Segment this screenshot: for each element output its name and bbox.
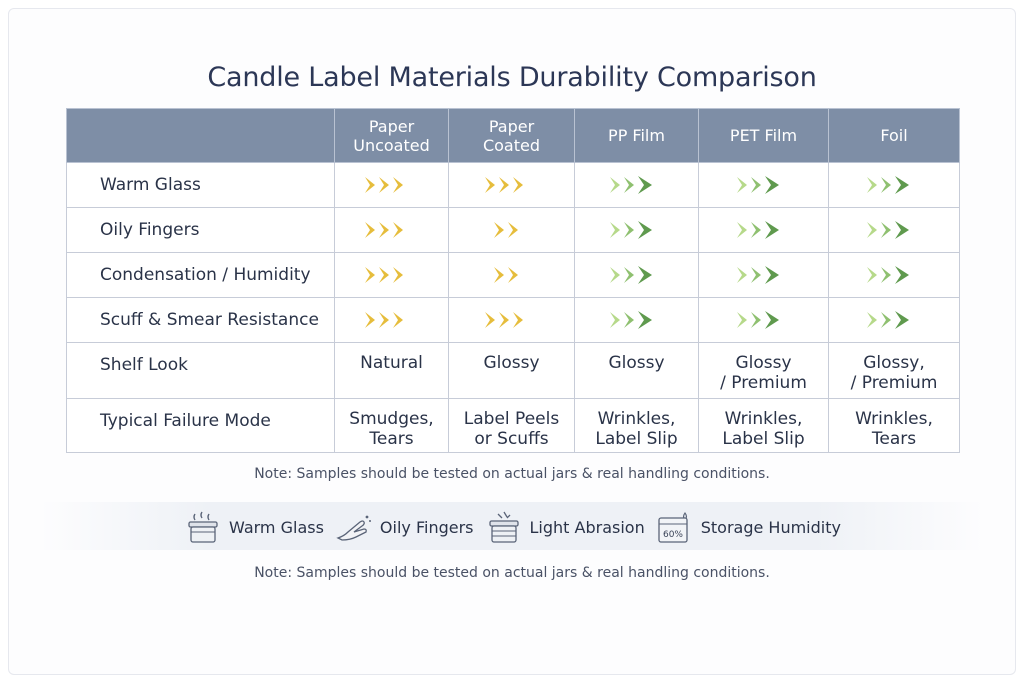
legend-item-light-abrasion: Light Abrasion (484, 510, 645, 544)
row-label: Shelf Look (66, 342, 335, 399)
yellow-arrows-icon (364, 177, 403, 193)
abrasion-jar-icon (488, 511, 519, 543)
shelf-look-cell: Glossy, / Premium (828, 342, 960, 399)
table-row: Scuff & Smear Resistance (66, 297, 960, 343)
failure-mode-cell: Wrinkles, Label Slip (698, 398, 829, 453)
header-blank (66, 108, 335, 163)
legend-item-warm-glass: Warm Glass (183, 510, 324, 544)
legend-label: Oily Fingers (379, 517, 474, 537)
legend-label: Light Abrasion (529, 517, 645, 537)
legend-label: Warm Glass (229, 517, 324, 537)
table-row: Condensation / Humidity (66, 252, 960, 298)
failure-mode-cell: Wrinkles, Label Slip (574, 398, 699, 453)
row-label: Typical Failure Mode (66, 398, 335, 453)
header-paper-uncoated: Paper Uncoated (334, 108, 449, 163)
header-pp-film: PP Film (574, 108, 699, 163)
failure-mode-cell: Label Peels or Scuffs (448, 398, 575, 453)
warm-jar-icon (188, 511, 218, 543)
rating-cell (448, 297, 575, 343)
yellow-arrows-icon (364, 312, 403, 328)
green-arrows-icon (609, 266, 652, 284)
yellow-arrows-icon (364, 267, 403, 283)
page-title: Candle Label Materials Durability Compar… (207, 62, 817, 93)
shelf-look-cell: Glossy (448, 342, 575, 399)
green-arrows-icon (867, 266, 909, 284)
note-bottom: Note: Samples should be tested on actual… (254, 565, 770, 581)
yellow-arrows-icon (493, 267, 518, 283)
header-foil: Foil (828, 108, 960, 163)
shelf-look-cell: Glossy / Premium (698, 342, 829, 399)
green-arrows-icon (609, 176, 652, 194)
row-label: Condensation / Humidity (66, 252, 335, 298)
rating-cell (698, 297, 829, 343)
table-row: Warm Glass (66, 162, 960, 208)
legend-label: Storage Humidity (700, 517, 841, 537)
yellow-arrows-icon (364, 222, 403, 238)
green-arrows-icon (867, 311, 909, 329)
rating-cell (698, 207, 829, 253)
rating-cell (334, 252, 449, 298)
rating-cell (698, 252, 829, 298)
shelf-look-cell: Natural (334, 342, 449, 399)
table-row-shelf-look: Shelf Look Natural Glossy Glossy Glossy /… (66, 342, 960, 399)
rating-cell (448, 207, 575, 253)
failure-mode-cell: Wrinkles, Tears (828, 398, 960, 453)
rating-cell (828, 162, 960, 208)
rating-cell (448, 252, 575, 298)
green-arrows-icon (736, 311, 779, 329)
rating-cell (448, 162, 575, 208)
green-arrows-icon (609, 311, 652, 329)
row-label: Scuff & Smear Resistance (66, 297, 335, 343)
comparison-table: Paper Uncoated Paper Coated PP Film PET Fi… (66, 108, 960, 453)
shelf-look-cell: Glossy (574, 342, 699, 399)
note-top: Note: Samples should be tested on actual… (254, 466, 770, 482)
legend-item-storage-humidity: 60% Storage Humidity (655, 510, 841, 544)
header-row: Paper Uncoated Paper Coated PP Film PET Fi… (66, 108, 960, 163)
green-arrows-icon (609, 221, 652, 239)
rating-cell (334, 297, 449, 343)
rating-cell (574, 252, 699, 298)
humidity-value: 60% (663, 530, 683, 540)
legend: Warm Glass Oily Fingers Light Abrasion 6… (0, 510, 1024, 544)
table-row: Oily Fingers (66, 207, 960, 253)
rating-cell (334, 207, 449, 253)
row-label: Oily Fingers (66, 207, 335, 253)
finger-icon (336, 515, 371, 541)
header-pet-film: PET Film (698, 108, 829, 163)
rating-cell (828, 297, 960, 343)
legend-item-oily-fingers: Oily Fingers (334, 510, 474, 544)
rating-cell (828, 207, 960, 253)
yellow-arrows-icon (484, 312, 523, 328)
rating-cell (334, 162, 449, 208)
green-arrows-icon (867, 221, 909, 239)
green-arrows-icon (736, 221, 779, 239)
rating-cell (698, 162, 829, 208)
green-arrows-icon (867, 176, 909, 194)
rating-cell (828, 252, 960, 298)
humidity-box-icon: 60% (658, 512, 688, 543)
green-arrows-icon (736, 266, 779, 284)
failure-mode-cell: Smudges, Tears (334, 398, 449, 453)
yellow-arrows-icon (484, 177, 523, 193)
rating-cell (574, 162, 699, 208)
yellow-arrows-icon (493, 222, 518, 238)
rating-cell (574, 207, 699, 253)
header-paper-coated: Paper Coated (448, 108, 575, 163)
green-arrows-icon (736, 176, 779, 194)
rating-cell (574, 297, 699, 343)
row-label: Warm Glass (66, 162, 335, 208)
table-row-failure-mode: Typical Failure Mode Smudges, Tears Label… (66, 398, 960, 453)
